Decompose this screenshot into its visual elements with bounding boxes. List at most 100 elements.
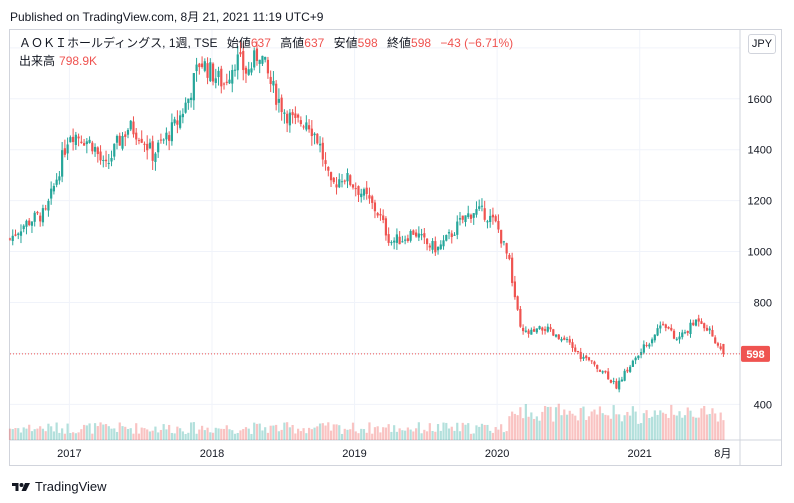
footer-brand-text: TradingView bbox=[35, 479, 107, 494]
candle-body bbox=[360, 193, 363, 198]
candle-body bbox=[286, 113, 289, 124]
candle-body bbox=[653, 334, 656, 341]
volume-bar bbox=[335, 424, 338, 440]
volume-bar bbox=[143, 428, 146, 440]
volume-bar bbox=[247, 428, 250, 440]
volume-bar bbox=[661, 412, 665, 440]
volume-bar bbox=[439, 430, 442, 440]
volume-bar bbox=[181, 431, 184, 440]
candle-body bbox=[689, 322, 692, 335]
candle-body bbox=[461, 215, 464, 220]
volume-bar bbox=[700, 408, 703, 440]
volume-bar bbox=[77, 432, 80, 440]
volume-bar bbox=[33, 429, 36, 440]
volume-bar bbox=[338, 425, 341, 440]
volume-bar bbox=[173, 433, 176, 440]
candle-body bbox=[563, 337, 566, 340]
candle-body bbox=[530, 329, 533, 335]
volume-bar bbox=[590, 411, 593, 440]
volume-bar bbox=[88, 423, 91, 440]
candle-body bbox=[280, 97, 283, 113]
candle-body bbox=[157, 142, 160, 153]
volume-bar bbox=[672, 414, 676, 440]
candle-body bbox=[423, 233, 426, 238]
volume-bar bbox=[349, 429, 352, 440]
volume-bar bbox=[516, 415, 519, 440]
volume-bar bbox=[288, 427, 291, 440]
candle-body bbox=[601, 371, 604, 373]
volume-bar bbox=[716, 421, 720, 440]
volume-bar bbox=[192, 422, 195, 440]
candle-body bbox=[195, 64, 198, 72]
volume-bar bbox=[343, 428, 346, 440]
x-tick-label: 2017 bbox=[57, 448, 81, 460]
candle-body bbox=[546, 326, 549, 332]
volume-bar bbox=[445, 422, 448, 440]
candle-body bbox=[387, 234, 390, 243]
x-tick-label: 2019 bbox=[342, 448, 366, 460]
candle-body bbox=[244, 67, 248, 74]
candle-body bbox=[88, 139, 91, 143]
volume-bar bbox=[58, 432, 61, 440]
candle-body bbox=[585, 355, 588, 359]
candle-body bbox=[14, 234, 17, 236]
candle-body bbox=[379, 214, 382, 216]
candle-body bbox=[52, 185, 56, 192]
candle-body bbox=[516, 296, 519, 310]
y-tick-label: 1200 bbox=[748, 196, 772, 208]
volume-bar bbox=[272, 425, 275, 440]
candle-body bbox=[607, 371, 610, 380]
volume-bar bbox=[560, 415, 563, 440]
candle-body bbox=[173, 119, 176, 124]
volume-bar bbox=[162, 424, 165, 440]
volume-bar bbox=[165, 429, 168, 440]
candle-body bbox=[491, 214, 495, 218]
candle-body bbox=[661, 323, 665, 325]
candle-body bbox=[615, 381, 618, 389]
currency-button[interactable]: JPY bbox=[748, 34, 776, 54]
candle-body bbox=[598, 369, 602, 372]
candle-body bbox=[456, 221, 459, 235]
volume-bar bbox=[321, 423, 324, 440]
volume-bar bbox=[255, 423, 259, 440]
volume-bar bbox=[653, 410, 656, 440]
candle-body bbox=[541, 327, 544, 331]
volume-bar bbox=[557, 403, 560, 440]
volume-bar bbox=[135, 423, 138, 440]
volume-bar bbox=[222, 428, 226, 440]
candle-body bbox=[401, 241, 404, 243]
volume-bar bbox=[393, 425, 396, 440]
candle-body bbox=[590, 360, 593, 362]
volume-bar bbox=[502, 432, 506, 440]
volume-bar bbox=[50, 426, 53, 440]
candle-body bbox=[354, 188, 357, 190]
volume-bar bbox=[447, 428, 451, 440]
candle-body bbox=[697, 318, 700, 322]
volume-bar bbox=[310, 429, 313, 440]
volume-bar bbox=[398, 428, 401, 440]
volume-bar bbox=[47, 423, 50, 440]
candle-body bbox=[505, 243, 508, 254]
volume-bar bbox=[568, 410, 571, 440]
candle-body bbox=[154, 153, 157, 162]
candle-body bbox=[228, 79, 231, 84]
symbol-label[interactable]: ＡＯＫＩホールディングス, 1週, TSE bbox=[19, 36, 218, 50]
volume-bar bbox=[297, 428, 300, 440]
candle-body bbox=[404, 239, 407, 241]
candle-body bbox=[261, 55, 264, 64]
candle-body bbox=[44, 208, 47, 210]
candle-body bbox=[126, 129, 130, 135]
volume-bar bbox=[299, 431, 302, 440]
volume-bar bbox=[667, 417, 670, 440]
candle-body bbox=[283, 112, 286, 114]
volume-bar bbox=[705, 414, 709, 440]
volume-bar bbox=[464, 424, 467, 440]
volume-bar bbox=[563, 409, 566, 440]
volume-bar bbox=[110, 428, 113, 440]
candle-body bbox=[626, 369, 629, 372]
candle-body bbox=[705, 327, 709, 331]
candle-body bbox=[719, 346, 722, 350]
volume-bar bbox=[522, 418, 525, 440]
volume-bar bbox=[25, 428, 28, 440]
